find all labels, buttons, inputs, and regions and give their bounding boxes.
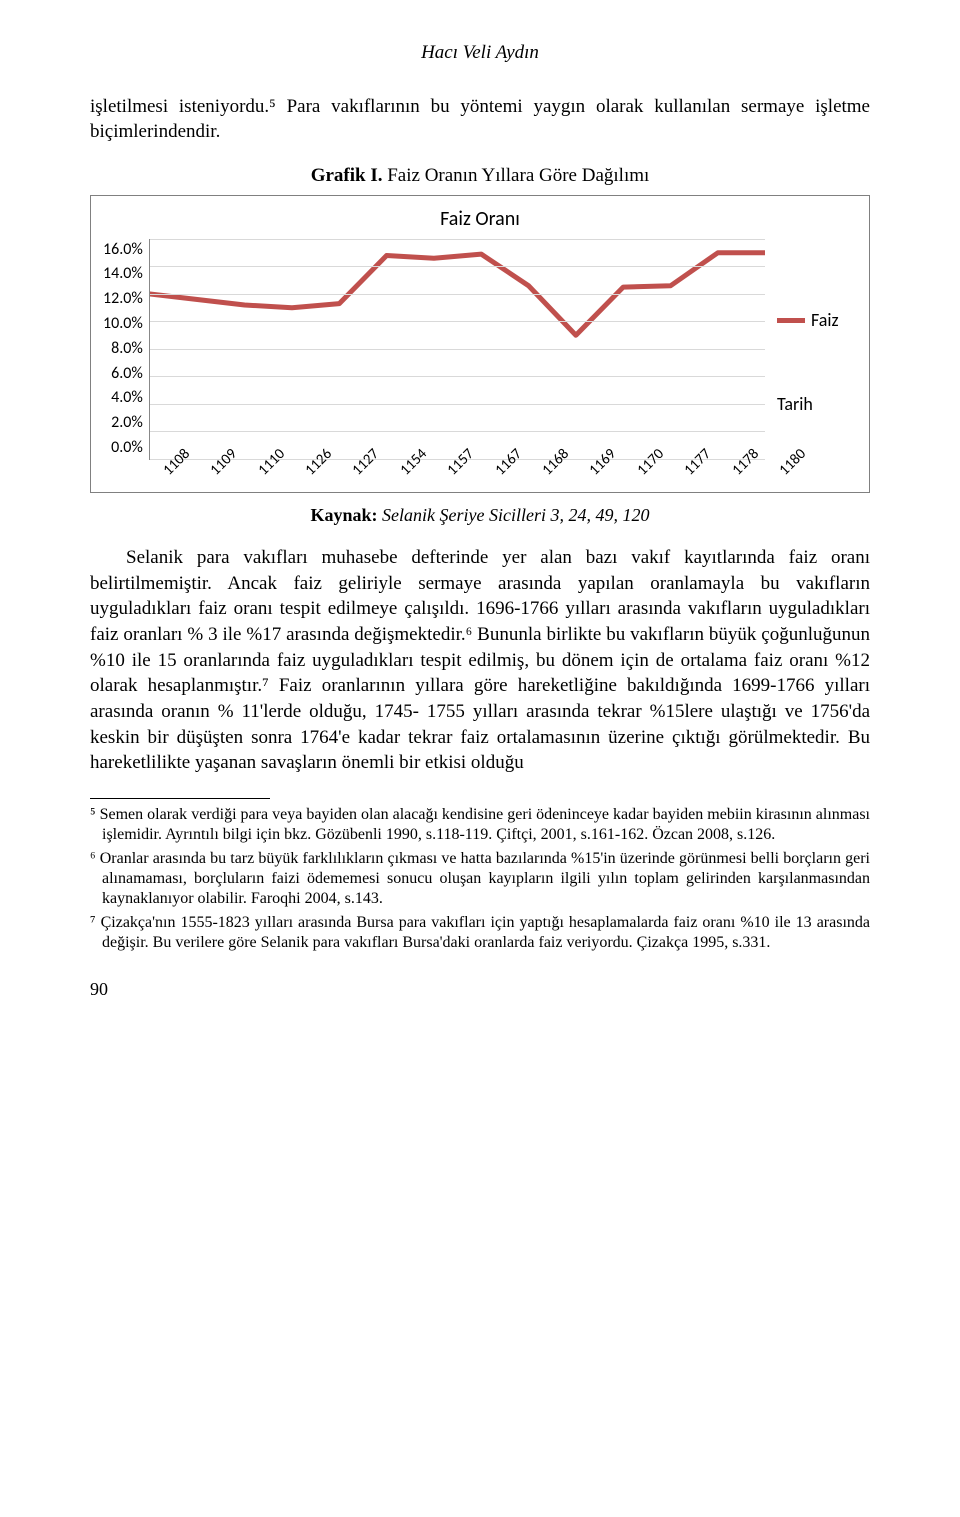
gridline bbox=[150, 376, 765, 377]
gridline bbox=[150, 239, 765, 240]
author-name: Hacı Veli Aydın bbox=[90, 40, 870, 66]
chart-x-axis: 1108 1109 1110 1126 1127 1154 1157 1167 1168 1169… bbox=[149, 460, 765, 486]
footnote-6: ⁶ Oranlar arasında bu tarz büyük farklıl… bbox=[90, 849, 870, 909]
x-tick-label: 1178 bbox=[728, 466, 742, 480]
legend-axis: Tarih bbox=[777, 392, 813, 416]
chart-heading-rest: Faiz Oranın Yıllara Göre Dağılımı bbox=[382, 165, 649, 186]
footnotes: ⁵ Semen olarak verdiği para veya bayiden… bbox=[90, 805, 870, 953]
footnote-7: ⁷ Çizakça'nın 1555-1823 yılları arasında… bbox=[90, 913, 870, 953]
legend-swatch bbox=[777, 318, 805, 323]
chart-source-bold: Kaynak: bbox=[311, 505, 378, 525]
x-tick-label: 1168 bbox=[538, 466, 552, 480]
footnote-separator bbox=[90, 798, 270, 799]
x-tick-label: 1170 bbox=[633, 466, 647, 480]
body-paragraph: Selanik para vakıfları muhasebe defterin… bbox=[90, 545, 870, 776]
page-number: 90 bbox=[90, 977, 870, 1001]
y-tick-label: 12.0% bbox=[103, 288, 143, 310]
intro-paragraph: işletilmesi isteniyordu.⁵ Para vakıfları… bbox=[90, 94, 870, 145]
x-tick-label: 1167 bbox=[491, 466, 505, 480]
gridline bbox=[150, 404, 765, 405]
x-tick-label: 1109 bbox=[206, 466, 220, 480]
y-tick-label: 0.0% bbox=[111, 437, 143, 459]
legend-series: Faiz bbox=[777, 308, 839, 332]
gridline bbox=[150, 294, 765, 295]
chart-heading: Grafik I. Faiz Oranın Yıllara Göre Dağıl… bbox=[90, 163, 870, 189]
x-tick-label: 1126 bbox=[301, 466, 315, 480]
gridline bbox=[150, 349, 765, 350]
chart-inner-title: Faiz Oranı bbox=[103, 206, 857, 233]
y-tick-label: 16.0% bbox=[103, 239, 143, 261]
x-tick-label: 1157 bbox=[443, 466, 457, 480]
legend-axis-label: Tarih bbox=[777, 392, 813, 416]
legend-series-label: Faiz bbox=[811, 308, 839, 332]
gridline bbox=[150, 431, 765, 432]
y-tick-label: 8.0% bbox=[111, 338, 143, 360]
chart-container: Faiz Oranı 16.0%14.0% 12.0% 10.0% 8.0% 6.0%4… bbox=[90, 195, 870, 493]
chart-y-axis: 16.0%14.0% 12.0% 10.0% 8.0% 6.0%4.0% 2.0% 0.0% bbox=[103, 239, 149, 459]
y-tick-label: 2.0% bbox=[111, 412, 143, 434]
chart-legend: Faiz Tarih bbox=[765, 239, 857, 486]
x-tick-label: 1154 bbox=[396, 466, 410, 480]
y-tick-label: 4.0% bbox=[111, 387, 143, 409]
x-tick-label: 1127 bbox=[348, 466, 362, 480]
x-tick-label: 1108 bbox=[159, 466, 173, 480]
x-tick-label: 1177 bbox=[680, 466, 694, 480]
y-tick-label: 14.0% bbox=[103, 263, 143, 285]
y-tick-label: 6.0% bbox=[111, 363, 143, 385]
gridline bbox=[150, 266, 765, 267]
gridline bbox=[150, 321, 765, 322]
chart-source-rest: Selanik Şeriye Sicilleri 3, 24, 49, 120 bbox=[378, 505, 650, 525]
chart-heading-bold: Grafik I. bbox=[311, 165, 383, 186]
chart-source: Kaynak: Selanik Şeriye Sicilleri 3, 24, … bbox=[90, 503, 870, 527]
x-tick-label: 1110 bbox=[254, 466, 268, 480]
y-tick-label: 10.0% bbox=[103, 313, 143, 335]
x-tick-label: 1169 bbox=[585, 466, 599, 480]
footnote-5: ⁵ Semen olarak verdiği para veya bayiden… bbox=[90, 805, 870, 845]
chart-plot bbox=[149, 239, 765, 460]
